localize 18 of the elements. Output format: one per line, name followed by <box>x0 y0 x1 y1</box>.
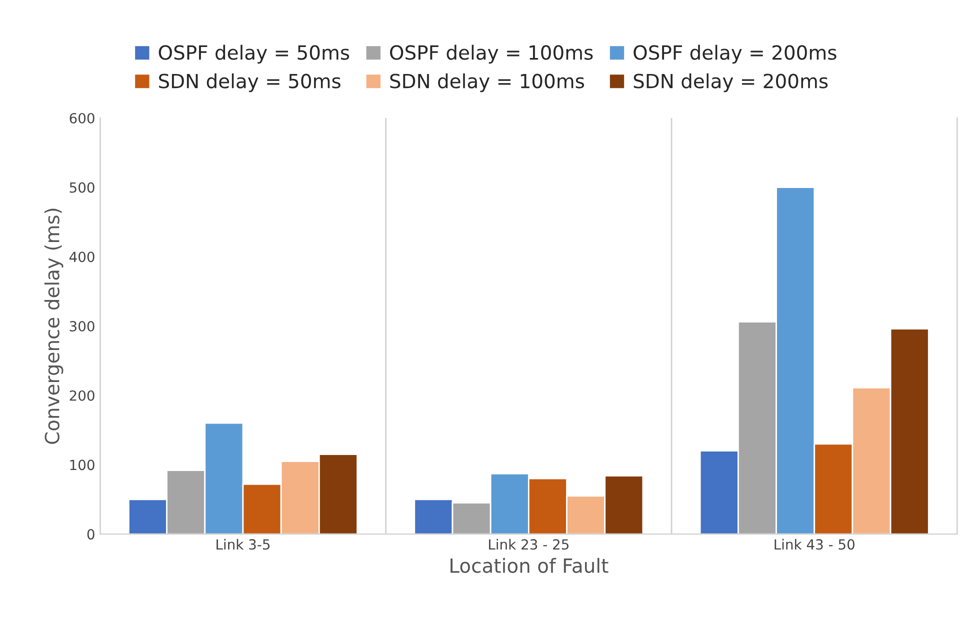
legend-label: OSPF delay = 200ms <box>634 44 836 64</box>
legend-label: SDN delay = 200ms <box>634 73 828 92</box>
x-tick-label: Link 43 - 50 <box>774 538 854 550</box>
x-axis-title: Location of Fault <box>450 558 608 573</box>
y-tick-label: 300 <box>70 320 94 332</box>
y-axis-title: Convergence delay (ms) <box>44 208 64 444</box>
y-tick-label: 600 <box>70 112 94 124</box>
y-tick-label: 0 <box>87 529 94 540</box>
legend-label: SDN delay = 100ms <box>390 73 584 92</box>
y-tick-label: 400 <box>69 252 94 262</box>
x-tick-label: Link 23 - 25 <box>489 538 568 550</box>
legend-label: OSPF delay = 50ms <box>158 44 350 64</box>
y-tick-label: 100 <box>70 460 94 470</box>
y-tick-label: 200 <box>70 390 94 401</box>
legend-label: OSPF delay = 100ms <box>390 44 593 64</box>
x-tick-label: Link 3-5 <box>216 538 270 550</box>
y-tick-label: 500 <box>70 182 94 193</box>
legend-label: SDN delay = 50ms <box>159 73 340 92</box>
